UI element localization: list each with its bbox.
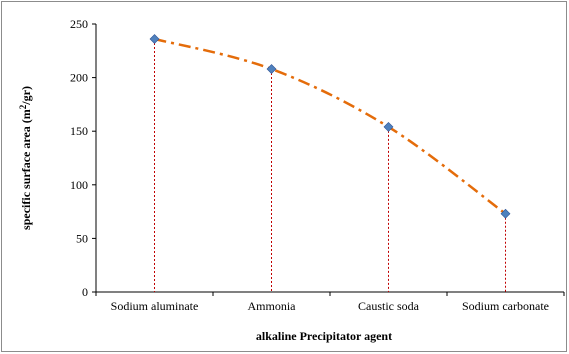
- y-tick-label: 100: [70, 178, 88, 192]
- y-tick-label: 200: [70, 71, 88, 85]
- y-tick-label: 50: [76, 231, 88, 245]
- x-tick-label: Sodium aluminate: [111, 299, 199, 313]
- data-point-marker: [383, 121, 394, 132]
- y-tick-label: 150: [70, 124, 88, 138]
- x-tick-label: Ammonia: [248, 299, 297, 313]
- y-axis-title-superscript: 2: [18, 104, 28, 109]
- x-axis-title: alkaline Precipitator agent: [256, 329, 392, 343]
- x-tick-label: Caustic soda: [358, 299, 420, 313]
- data-point-marker: [149, 34, 160, 44]
- y-axis-title: specific surface area (m2/gr): [18, 86, 33, 230]
- y-tick-label: 250: [70, 17, 88, 31]
- series-line: [154, 37, 507, 215]
- x-tick-label: Sodium carbonate: [462, 299, 549, 313]
- data-point-marker: [500, 208, 511, 219]
- y-tick-label: 0: [82, 285, 88, 299]
- data-point-marker: [266, 64, 277, 74]
